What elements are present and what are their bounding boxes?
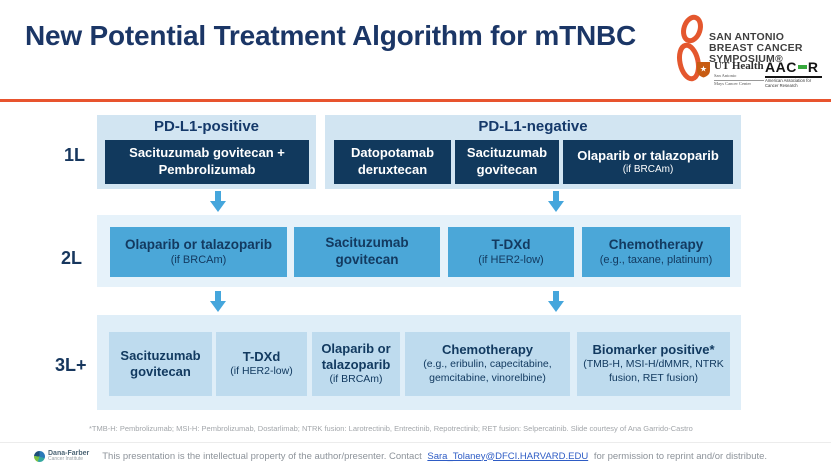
treatment-note: (if HER2-low) <box>230 365 293 378</box>
sabcs-logo-text: SAN ANTONIO BREAST CANCER SYMPOSIUM® <box>709 12 803 90</box>
treatment-title: Sacituzumab govitecan + Pembrolizumab <box>129 145 285 177</box>
treatment-title: T-DXd <box>491 236 531 252</box>
treatment-title: Sacituzumab govitecan <box>120 347 201 379</box>
treatment-box-tdxd-3l: T-DXd (if HER2-low) <box>216 332 307 396</box>
treatment-note: (e.g., eribulin, capecitabine, gemcitabi… <box>423 358 552 385</box>
third-line-plus-row: Sacituzumab govitecan T-DXd (if HER2-low… <box>97 315 741 410</box>
footer-bar: Dana-Farber Cancer Institute This presen… <box>0 442 831 468</box>
pdl1-positive-header: PD-L1-positive <box>153 118 259 135</box>
treatment-box-sg-2l: Sacituzumab govitecan <box>294 227 440 277</box>
sabcs-line3: SYMPOSIUM® <box>709 53 783 66</box>
aacr-subtitle: American Association for Cancer Research <box>765 76 822 89</box>
shield-icon: ★ <box>697 62 710 78</box>
footer-text-after: for permission to reprint and/or distrib… <box>593 450 768 462</box>
aacr-name: AAC R <box>765 60 822 74</box>
aacr-green-dash <box>797 65 807 69</box>
svg-text:★: ★ <box>700 65 707 74</box>
down-arrow-icon <box>210 291 226 313</box>
treatment-box-sg-pembro: Sacituzumab govitecan + Pembrolizumab <box>105 140 309 184</box>
dana-farber-sub: Cancer Institute <box>48 456 84 463</box>
ribbon-icon <box>677 14 703 82</box>
page-title: New Potential Treatment Algorithm for mT… <box>25 20 637 51</box>
row-label-3l: 3L+ <box>55 355 87 375</box>
sabcs-line2: BREAST CANCER <box>709 42 803 55</box>
ut-health-sub2: Mays Cancer Center <box>714 79 764 87</box>
sabcs-line1: SAN ANTONIO <box>709 31 785 43</box>
treatment-note: (if BRCAm) <box>622 164 674 176</box>
down-arrow-icon <box>210 191 226 213</box>
row-label-1l: 1L <box>64 145 86 165</box>
treatment-box-chemo-2l: Chemotherapy (e.g., taxane, platinum) <box>582 227 730 277</box>
ut-health-text: UT Health San Antonio Mays Cancer Center <box>714 61 764 86</box>
down-arrow-icon <box>548 191 564 213</box>
sabcs-logo: SAN ANTONIO BREAST CANCER SYMPOSIUM® <box>676 12 803 90</box>
footer-notice: This presentation is the intellectual pr… <box>102 451 767 462</box>
footnote: *TMB-H: Pembrolizumab; MSI-H: Pembrolizu… <box>89 424 693 433</box>
treatment-title: Biomarker positive* <box>592 342 715 358</box>
treatment-note: (TMB-H, MSI-H/dMMR, NTRK fusion, RET fus… <box>583 358 724 385</box>
treatment-box-sg: Sacituzumab govitecan <box>455 140 559 184</box>
aacr-name-right: R <box>807 59 819 75</box>
treatment-box-sg-3l: Sacituzumab govitecan <box>109 332 212 396</box>
treatment-title: Sacituzumab govitecan <box>466 145 548 177</box>
dana-farber-logo: Dana-Farber Cancer Institute <box>34 450 89 463</box>
ut-health-sub1: San Antonio <box>714 72 737 78</box>
treatment-note: (e.g., taxane, platinum) <box>599 253 713 266</box>
pdl1-negative-header: PD-L1-negative <box>478 118 588 135</box>
row-label-2l: 2L <box>61 248 83 268</box>
treatment-title: Olaparib or talazoparib <box>124 236 273 252</box>
treatment-note: (if BRCAm) <box>329 373 383 386</box>
pdl1-negative-group: PD-L1-negative Datopotamab deruxtecan Sa… <box>325 115 741 189</box>
second-line-row: Olaparib or talazoparib (if BRCAm) Sacit… <box>97 215 741 287</box>
dana-farber-icon <box>34 450 45 462</box>
dana-farber-name: Dana-Farber <box>48 449 90 457</box>
treatment-title: Datopotamab deruxtecan <box>350 145 435 177</box>
treatment-title: Chemotherapy <box>441 342 534 358</box>
treatment-title: Chemotherapy <box>608 236 704 252</box>
pdl1-positive-group: PD-L1-positive Sacituzumab govitecan + P… <box>97 115 316 189</box>
ut-health-name: UT Health <box>714 60 764 72</box>
header-divider <box>0 99 831 102</box>
treatment-box-chemo-3l: Chemotherapy (e.g., eribulin, capecitabi… <box>405 332 570 396</box>
aacr-name-left: AAC <box>765 59 797 75</box>
treatment-title: T-DXd <box>242 349 281 365</box>
dana-farber-text: Dana-Farber Cancer Institute <box>48 450 89 463</box>
treatment-title: Sacituzumab govitecan <box>325 235 409 267</box>
treatment-box-tdxd-2l: T-DXd (if HER2-low) <box>448 227 574 277</box>
contact-email-link[interactable]: Sara_Tolaney@DFCI.HARVARD.EDU <box>427 450 589 462</box>
treatment-box-parp-2l: Olaparib or talazoparib (if BRCAm) <box>110 227 287 277</box>
treatment-note: (if HER2-low) <box>478 253 544 266</box>
aacr-logo: AAC R American Association for Cancer Re… <box>765 60 822 89</box>
down-arrow-icon <box>548 291 564 313</box>
treatment-box-parp: Olaparib or talazoparib (if BRCAm) <box>563 140 733 184</box>
treatment-box-parp-3l: Olaparib or talazoparib (if BRCAm) <box>312 332 400 396</box>
treatment-title: Olaparib or talazoparib <box>321 340 391 373</box>
treatment-note: (if BRCAm) <box>170 253 227 266</box>
ut-health-logo: ★ UT Health San Antonio Mays Cancer Cent… <box>696 61 764 86</box>
treatment-box-dato-dxd: Datopotamab deruxtecan <box>334 140 451 184</box>
treatment-title: Olaparib or talazoparib <box>577 147 719 163</box>
footer-text-before: This presentation is the intellectual pr… <box>102 450 422 462</box>
treatment-box-biomarker-3l: Biomarker positive* (TMB-H, MSI-H/dMMR, … <box>577 332 730 396</box>
